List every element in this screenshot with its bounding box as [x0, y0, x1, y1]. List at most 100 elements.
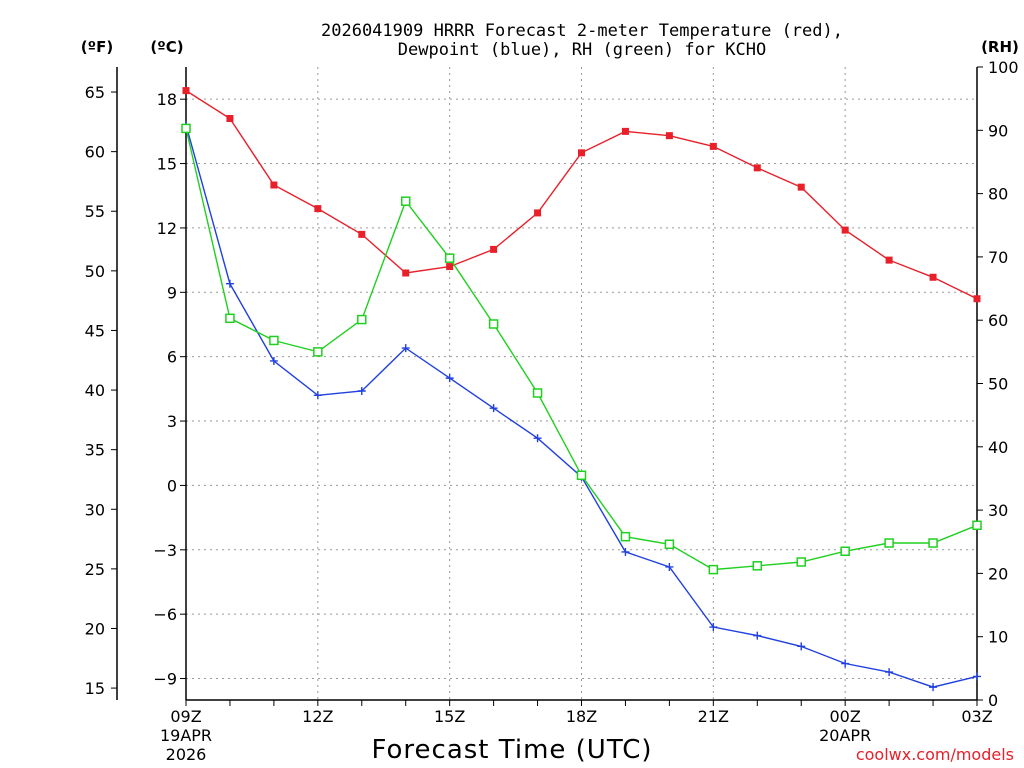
celsius-tick-label: 18: [157, 90, 177, 109]
2-meter-temperature-point: [797, 183, 805, 191]
dewpoint-point: [797, 642, 806, 651]
x-tick-label: 00Z: [830, 707, 861, 726]
2-meter-temperature-point: [973, 295, 981, 303]
dewpoint-point: [973, 672, 981, 681]
2-meter-temperature-point: [665, 132, 673, 140]
rh-point: [928, 538, 938, 548]
fahrenheit-tick-label: 55: [85, 202, 105, 221]
dewpoint-point: [753, 631, 762, 640]
dewpoint-point: [841, 659, 850, 668]
chart-title-line2: Dewpoint (blue), RH (green) for KCHO: [398, 40, 766, 60]
celsius-tick-label: 9: [167, 283, 177, 302]
dewpoint-point: [401, 344, 410, 353]
rh-tick-label: 80: [988, 185, 1008, 204]
rh-point: [181, 123, 191, 134]
rh-point: [444, 253, 455, 263]
rh-tick-label: 50: [988, 375, 1008, 394]
rh-point: [532, 388, 543, 398]
x-tick-date: 20APR: [819, 726, 871, 745]
rh-tick-label: 30: [988, 501, 1008, 520]
x-tick-date: 19APR: [160, 726, 212, 745]
x-tick-label: 09Z: [170, 707, 201, 726]
x-tick-label: 12Z: [302, 707, 333, 726]
celsius-tick-label: −6: [153, 605, 177, 624]
2-meter-temperature-point: [490, 245, 498, 253]
celsius-tick-label: 3: [167, 412, 177, 431]
rh-tick-label: 40: [988, 438, 1008, 457]
x-tick-label: 21Z: [698, 707, 729, 726]
2-meter-temperature-point: [885, 256, 893, 264]
fahrenheit-tick-label: 25: [85, 560, 105, 579]
dewpoint-point: [533, 434, 542, 443]
fahrenheit-tick-label: 45: [85, 321, 105, 340]
rh-point: [400, 196, 411, 206]
x-tick-label: 15Z: [434, 707, 465, 726]
celsius-tick-label: 15: [157, 155, 177, 174]
2-meter-temperature-point: [753, 164, 761, 172]
rh-point: [357, 314, 367, 325]
2-meter-temperature-point: [358, 230, 366, 238]
rh-point: [620, 531, 631, 542]
rh-point: [972, 520, 982, 531]
rh-tick-label: 0: [988, 691, 998, 710]
rh-point: [488, 319, 499, 329]
2-meter-temperature-point: [402, 269, 410, 277]
rh-point: [796, 557, 806, 567]
fahrenheit-tick-label: 65: [85, 83, 105, 102]
dewpoint-point: [929, 683, 938, 692]
fahrenheit-tick-label: 50: [85, 262, 105, 281]
dewpoint-point: [665, 562, 674, 571]
rh-point: [840, 546, 850, 556]
celsius-axis-unit: (ºC): [150, 38, 183, 56]
rh-tick-label: 20: [988, 564, 1008, 583]
dewpoint-point: [885, 668, 894, 677]
2-meter-temperature-point: [621, 127, 629, 135]
celsius-tick-label: 12: [157, 219, 177, 238]
rh-point: [884, 538, 894, 548]
fahrenheit-axis-unit: (ºF): [81, 38, 113, 56]
2-meter-temperature-point: [446, 263, 454, 271]
rh-axis-unit: (RH): [981, 38, 1019, 56]
source-credit: coolwx.com/models: [856, 745, 1014, 764]
2-meter-temperature-point: [314, 205, 322, 213]
2-meter-temperature-point: [534, 209, 542, 217]
fahrenheit-tick-label: 30: [85, 500, 105, 519]
rh-point: [225, 313, 235, 324]
2-meter-temperature-point: [841, 226, 849, 234]
2-meter-temperature-point: [578, 149, 585, 157]
fahrenheit-tick-label: 60: [85, 143, 105, 162]
dewpoint-point: [313, 391, 322, 400]
2-meter-temperature-point: [929, 273, 937, 281]
axes: 1815129630−3−6−9656055504540353025201510…: [85, 58, 1019, 764]
2-meter-temperature-point: [709, 142, 717, 150]
fahrenheit-tick-label: 35: [85, 441, 105, 460]
fahrenheit-tick-label: 40: [85, 381, 105, 400]
celsius-tick-label: 6: [167, 348, 177, 367]
dewpoint-point: [621, 547, 630, 556]
rh-tick-label: 100: [988, 58, 1019, 77]
rh-point: [664, 539, 675, 550]
grid-lines: [185, 67, 978, 700]
x-tick-year: 2026: [166, 745, 207, 764]
dewpoint-point: [357, 387, 366, 396]
dewpoint-point: [445, 374, 454, 383]
rh-point: [708, 564, 719, 575]
celsius-tick-label: −3: [153, 541, 177, 560]
dewpoint-point: [225, 279, 234, 288]
dewpoint-point: [489, 404, 498, 413]
rh-point: [752, 561, 763, 571]
fahrenheit-tick-label: 20: [85, 619, 105, 638]
x-tick-label: 18Z: [566, 707, 597, 726]
rh-point: [576, 470, 587, 481]
rh-tick-label: 70: [988, 248, 1008, 267]
dewpoint-point: [709, 623, 718, 632]
data-series: [181, 87, 982, 692]
2-meter-temperature-point: [270, 181, 278, 189]
celsius-tick-label: 0: [167, 476, 177, 495]
celsius-tick-label: −9: [153, 670, 177, 689]
rh-tick-label: 60: [988, 311, 1008, 330]
x-tick-label: 03Z: [961, 707, 992, 726]
rh-tick-label: 10: [988, 628, 1008, 647]
chart-title-line1: 2026041909 HRRR Forecast 2-meter Tempera…: [321, 21, 843, 41]
